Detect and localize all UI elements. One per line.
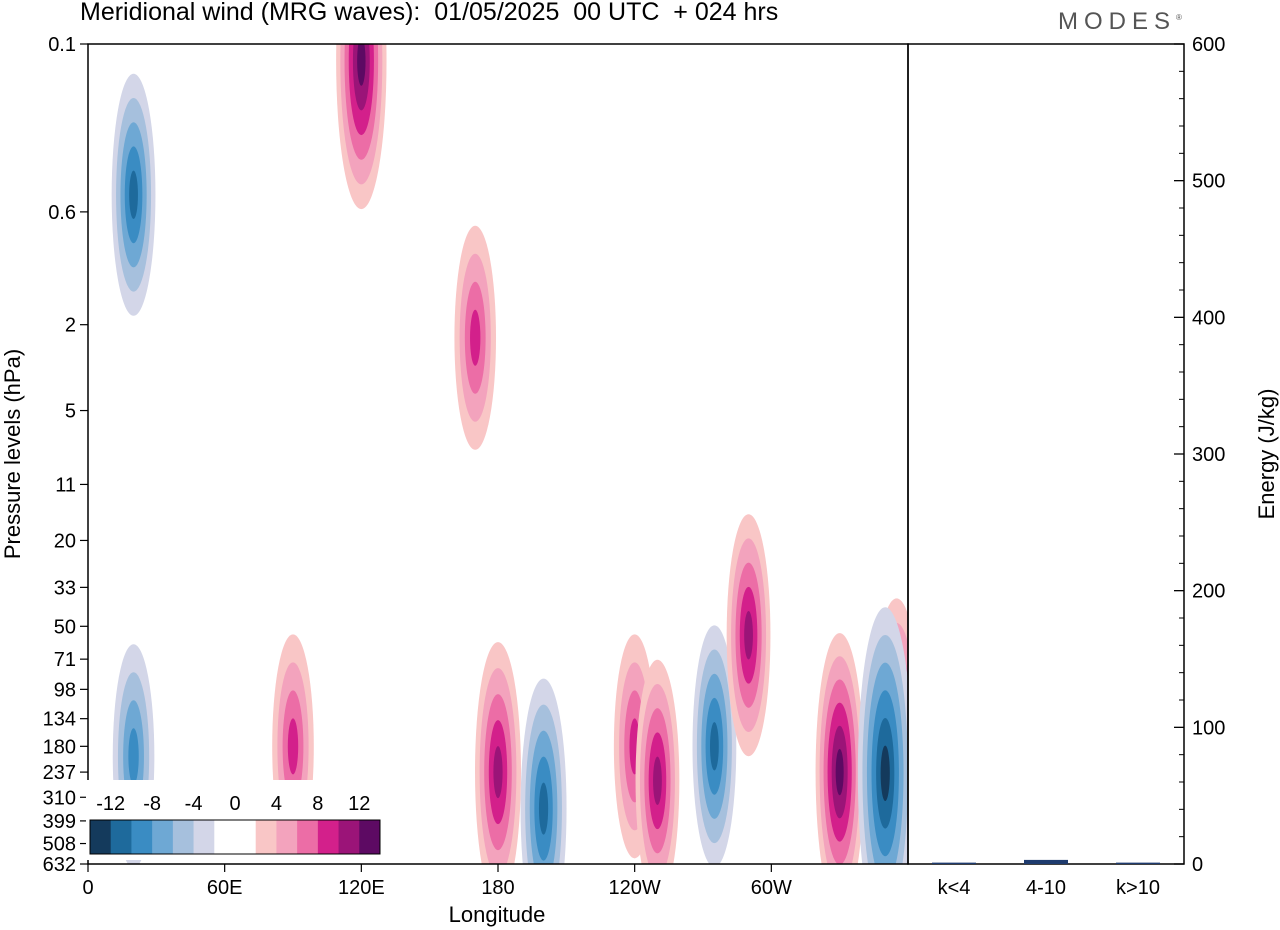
contour-band xyxy=(538,782,549,835)
contour-band xyxy=(880,745,890,801)
y-tick-label: 134 xyxy=(43,709,76,731)
contour-band xyxy=(129,170,138,220)
energy-tick-label: 400 xyxy=(1192,307,1225,329)
bar-category-label: k<4 xyxy=(938,877,971,899)
x-tick-label: 120W xyxy=(609,877,661,899)
colorbar-label: 0 xyxy=(229,793,240,815)
colorbar-label: 8 xyxy=(312,793,323,815)
contour-band xyxy=(493,746,503,799)
energy-tick-label: 500 xyxy=(1192,171,1225,193)
energy-tick-label: 200 xyxy=(1192,581,1225,603)
contour-band xyxy=(835,748,844,796)
colorbar-swatch xyxy=(172,820,195,854)
colorbar-label: 4 xyxy=(271,793,282,815)
colorbar-label: -12 xyxy=(96,793,125,815)
energy-tick-label: 600 xyxy=(1192,34,1225,56)
chart-title: Meridional wind (MRG waves): 01/05/2025 … xyxy=(80,0,779,26)
colorbar-label: 12 xyxy=(348,793,370,815)
y-tick-label: 2 xyxy=(65,315,76,337)
contour-band xyxy=(128,728,139,785)
colorbar-swatch xyxy=(297,820,319,854)
colorbar-swatch xyxy=(276,820,298,854)
y-tick-label: 98 xyxy=(54,679,76,701)
energy-bars: k<4 4-10 k>10 xyxy=(932,859,1160,899)
modes-logo: MODES® xyxy=(1058,8,1182,36)
bar-category-label: 4-10 xyxy=(1026,877,1066,899)
contour-band xyxy=(709,722,719,771)
y-tick-label: 310 xyxy=(43,787,76,809)
contour-band xyxy=(744,611,753,660)
energy-bar xyxy=(1116,862,1160,864)
y-tick-label: 508 xyxy=(43,834,76,856)
colorbar-label: -8 xyxy=(143,793,161,815)
y-tick-label: 0.6 xyxy=(48,202,76,224)
y-tick-label: 5 xyxy=(65,401,76,423)
colorbar-swatch xyxy=(317,820,340,854)
colorbar-legend: -12 -8 -4 0 4 8 12 xyxy=(86,780,384,860)
contour-band xyxy=(357,44,366,86)
energy-tick-label: 300 xyxy=(1192,444,1225,466)
x-tick-label: 0 xyxy=(82,877,93,899)
energy-tick-label: 0 xyxy=(1192,854,1203,876)
y-tick-label: 0.1 xyxy=(48,34,76,56)
y-axis-label: Pressure levels (hPa) xyxy=(0,349,25,559)
colorbar-swatch xyxy=(214,820,236,854)
colorbar-swatch xyxy=(235,820,257,854)
colorbar-swatch xyxy=(131,820,153,854)
colorbar-swatch xyxy=(110,820,132,854)
x-axis-label: Longitude xyxy=(449,902,546,927)
modes-logo-text: MODES xyxy=(1058,8,1177,35)
y-tick-label: 632 xyxy=(43,854,76,876)
y-tick-label: 11 xyxy=(55,474,76,496)
y-tick-label: 50 xyxy=(54,616,76,638)
y-tick-label: 71 xyxy=(54,649,76,671)
colorbar-swatch xyxy=(338,820,360,854)
energy-axis-label: Energy (J/kg) xyxy=(1254,389,1279,520)
colorbar-swatch xyxy=(193,820,215,854)
x-tick-label: 60W xyxy=(751,877,792,899)
pressure-axis: 0.1 0.6 2 5 11 20 33 50 71 98 134 180 237 31039950863… xyxy=(43,34,88,876)
colorbar-swatch xyxy=(255,820,277,854)
y-tick-label: 237 xyxy=(43,762,76,784)
registered-mark: ® xyxy=(1176,13,1182,22)
colorbar-label: -4 xyxy=(185,793,203,815)
energy-bar xyxy=(1024,859,1068,864)
energy-axis: 0 100 200 300 400 500 600 xyxy=(1174,34,1225,876)
y-tick-label: 180 xyxy=(43,736,76,758)
contour-band xyxy=(287,718,299,775)
colorbar-swatch xyxy=(152,820,174,854)
x-tick-label: 60E xyxy=(207,877,243,899)
contour-band xyxy=(470,309,481,366)
energy-tick-label: 100 xyxy=(1192,717,1225,739)
y-tick-label: 20 xyxy=(54,530,76,552)
x-tick-label: 120E xyxy=(338,877,385,899)
x-tick-label: 180 xyxy=(481,877,514,899)
colorbar-frame xyxy=(89,819,381,855)
bar-category-label: k>10 xyxy=(1116,877,1160,899)
y-tick-label: 33 xyxy=(54,577,76,599)
energy-bar xyxy=(932,862,976,864)
y-tick-label: 399 xyxy=(43,811,76,833)
contour-band xyxy=(653,756,662,805)
longitude-axis: 0 60E 120E 180 120W 60W xyxy=(82,864,792,899)
energy-plot-frame xyxy=(907,43,1185,865)
colorbar-swatch xyxy=(359,820,381,854)
colorbar-swatch xyxy=(90,820,112,854)
